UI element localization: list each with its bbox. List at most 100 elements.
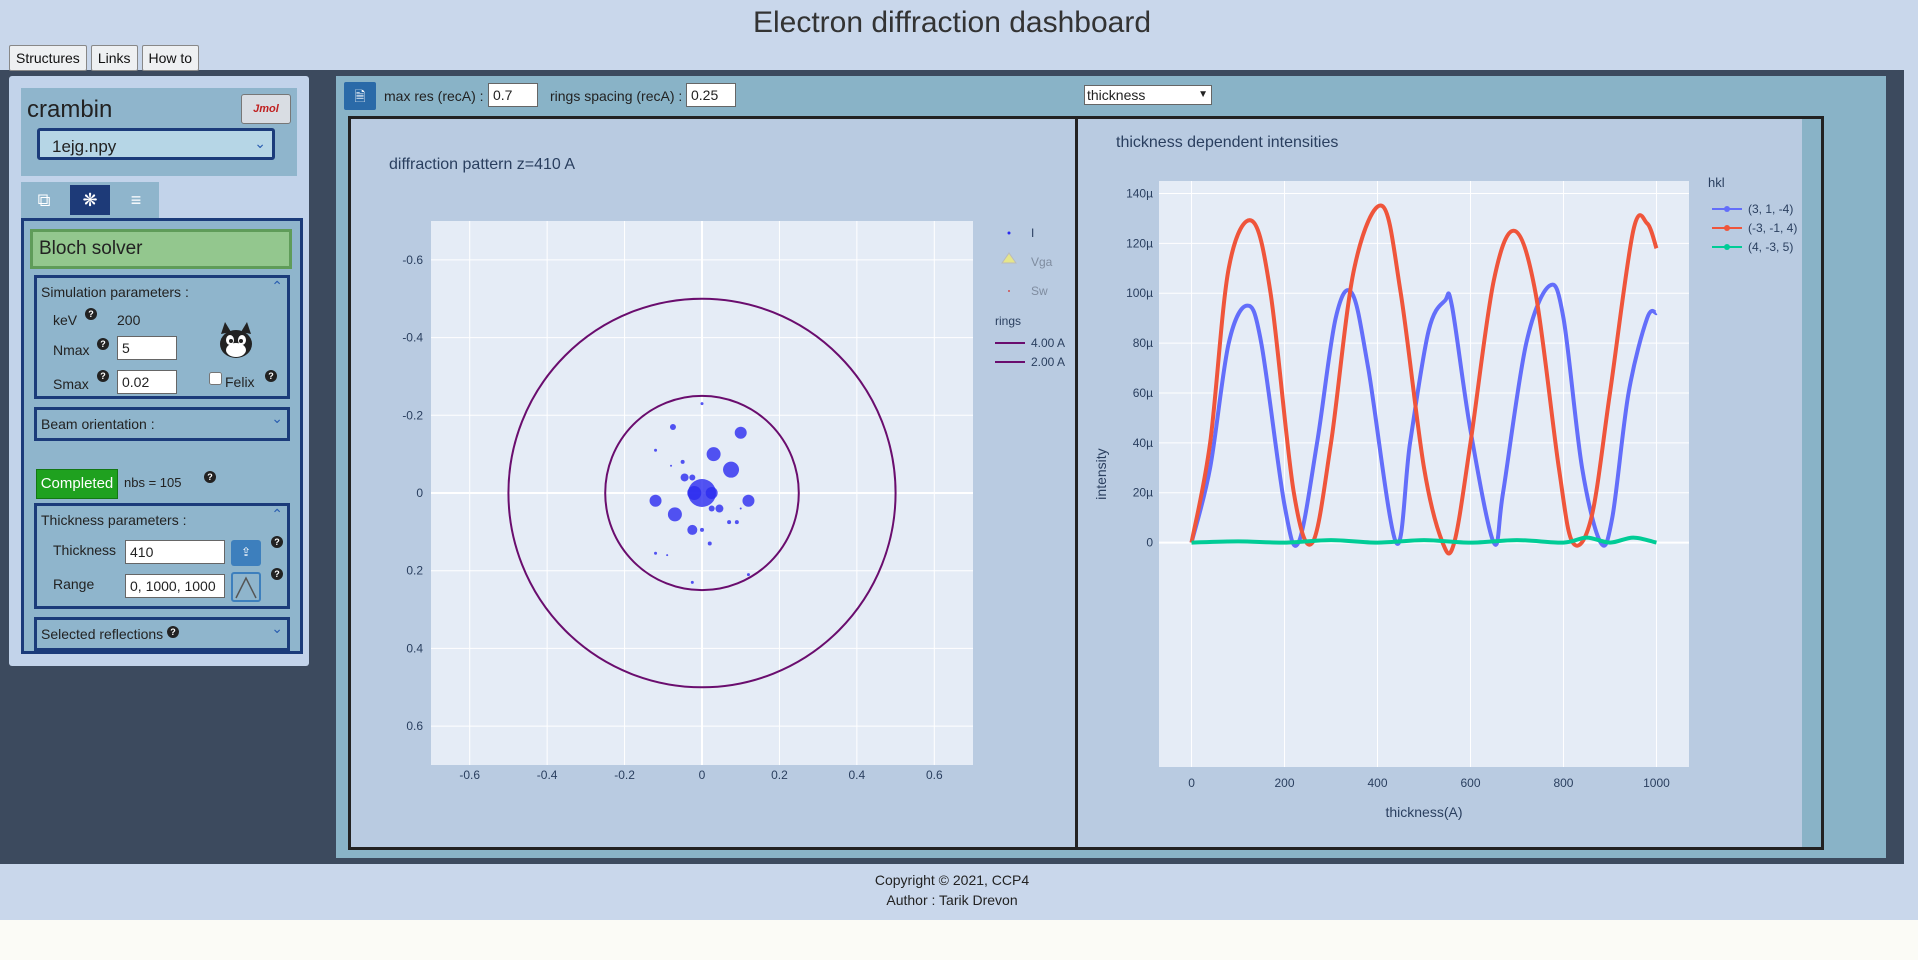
help-icon[interactable]: ?	[85, 308, 97, 320]
x-tick-label: 0.4	[849, 768, 866, 782]
chevron-up-icon[interactable]: ⌃	[271, 278, 283, 294]
legend-title: hkl	[1708, 175, 1725, 190]
help-icon[interactable]: ?	[204, 471, 216, 483]
y-tick-label: 0.6	[406, 719, 423, 733]
panel-tabs: ⧉ ❋ ≡	[21, 182, 159, 218]
nmax-field[interactable]: 5	[117, 336, 177, 360]
beam-orientation-title: Beam orientation :	[41, 416, 155, 432]
simulation-params-section: Simulation parameters : ⌃ keV ? 200 Nmax…	[34, 275, 290, 399]
diffraction-spot	[654, 551, 658, 555]
y-tick-label: -0.2	[402, 408, 423, 422]
legend-marker	[1724, 244, 1730, 250]
diffraction-plot[interactable]: diffraction pattern z=410 A -0.6 -0.4 -0.2 0…	[351, 119, 1078, 847]
help-icon[interactable]: ?	[97, 370, 109, 382]
page-title: Electron diffraction dashboard	[752, 6, 1152, 39]
legend-label: Vga	[1031, 255, 1053, 269]
copyright: Copyright © 2021, CCP4	[874, 872, 1030, 888]
legend-label: 4.00 A	[1031, 336, 1065, 350]
nav-howto-button[interactable]: How to	[141, 45, 200, 71]
felix-checkbox[interactable]	[209, 372, 222, 385]
y-tick-label: 120µ	[1126, 236, 1153, 250]
diffraction-spot	[649, 494, 662, 507]
mode-select[interactable]: thickness ▼	[1084, 85, 1212, 105]
maxres-field[interactable]: 0.7	[488, 83, 538, 107]
tab-solver[interactable]: ❋	[67, 182, 113, 218]
legend-label: 2.00 A	[1031, 355, 1065, 369]
file-select[interactable]: 1ejg.npy ⌄	[37, 128, 275, 160]
x-tick-label: 600	[1460, 776, 1480, 790]
jmol-button[interactable]: Jmol	[241, 94, 291, 124]
diffraction-spot	[715, 504, 724, 513]
help-icon[interactable]: ?	[271, 568, 283, 580]
series-line	[1189, 282, 1658, 548]
nmax-label: Nmax	[53, 342, 90, 358]
jmol-logo-label: Jmol	[253, 103, 279, 115]
diffraction-spot	[680, 473, 689, 482]
diffraction-spot	[666, 554, 669, 557]
structure-box: crambin Jmol 1ejg.npy ⌄	[21, 88, 297, 176]
smax-label: Smax	[53, 376, 89, 392]
chevron-down-icon: ⌄	[254, 135, 266, 151]
y-tick-label: 60µ	[1133, 386, 1153, 400]
thickness-field[interactable]: 410	[125, 540, 225, 564]
x-tick-label: 400	[1367, 776, 1387, 790]
thickness-apply-button[interactable]: ⇪	[231, 540, 261, 566]
save-button[interactable]: 🗎	[344, 82, 376, 110]
help-icon[interactable]: ?	[97, 338, 109, 350]
solver-title: Bloch solver	[30, 229, 292, 269]
tab-structures[interactable]: ⧉	[21, 182, 67, 218]
author: Author : Tarik Drevon	[886, 892, 1018, 908]
diffraction-spot	[708, 505, 715, 512]
help-icon[interactable]: ?	[167, 626, 179, 638]
diffraction-spot	[667, 507, 682, 522]
legend-label: (4, -3, 5)	[1748, 240, 1793, 254]
beam-orientation-section[interactable]: Beam orientation : ⌄	[34, 407, 290, 441]
peak-icon	[235, 576, 257, 599]
range-label: Range	[53, 576, 95, 592]
y-tick-label: 20µ	[1133, 486, 1153, 500]
legend-marker	[1724, 206, 1730, 212]
x-tick-label: -0.4	[537, 768, 558, 782]
diffraction-spot	[727, 520, 732, 525]
chevron-up-icon[interactable]: ⌃	[271, 506, 283, 522]
rings-spacing-field[interactable]: 0.25	[686, 83, 736, 107]
thickness-params-section: Thickness parameters : ⌃ Thickness 410 ⇪…	[34, 503, 290, 609]
diffraction-spot	[723, 461, 740, 478]
pin-icon: ⇪	[240, 545, 252, 559]
felix-label: Felix	[225, 374, 255, 390]
thickness-params-title: Thickness parameters :	[41, 512, 187, 528]
smax-field[interactable]: 0.02	[117, 370, 177, 394]
nav-structures-button[interactable]: Structures	[9, 45, 87, 71]
page-scrollbar[interactable]	[1904, 0, 1918, 920]
diffraction-spot	[742, 494, 755, 507]
legend-marker	[1008, 290, 1010, 292]
intensity-svg[interactable]: thickness dependent intensities 0 200 400 60…	[1078, 119, 1802, 847]
tab-list[interactable]: ≡	[113, 182, 159, 218]
x-tick-label: 0	[699, 768, 706, 782]
legend-label: I	[1031, 226, 1034, 240]
diffraction-spot	[680, 459, 685, 464]
chevron-down-icon[interactable]: ⌄	[271, 620, 283, 636]
nav-links-button[interactable]: Links	[90, 45, 138, 71]
diffraction-svg[interactable]: diffraction pattern z=410 A -0.6 -0.4 -0.2 0…	[351, 119, 1075, 847]
file-icon: 🗎	[354, 88, 366, 104]
diffraction-spot	[690, 580, 694, 584]
legend-marker	[1724, 225, 1730, 231]
intensity-plot[interactable]: thickness dependent intensities 0 200 400 60…	[1078, 119, 1802, 847]
selected-reflections-section[interactable]: Selected reflections ? ⌄	[34, 617, 290, 651]
copy-icon: ⧉	[37, 189, 51, 210]
x-tick-label: 1000	[1643, 776, 1670, 790]
help-icon[interactable]: ?	[271, 536, 283, 548]
range-plot-button[interactable]	[231, 572, 261, 602]
legend-label: (-3, -1, 4)	[1748, 221, 1797, 235]
structure-name: crambin	[27, 96, 113, 123]
y-tick-label: 0	[416, 486, 423, 500]
diffraction-spot	[687, 486, 702, 500]
range-field[interactable]: 0, 1000, 1000	[125, 574, 225, 598]
kev-value: 200	[117, 312, 141, 328]
legend-label: Sw	[1031, 284, 1048, 298]
diffraction-spot	[734, 520, 739, 525]
help-icon[interactable]: ?	[265, 370, 277, 382]
chevron-down-icon[interactable]: ⌄	[271, 410, 283, 426]
status-badge[interactable]: Completed	[36, 469, 118, 499]
